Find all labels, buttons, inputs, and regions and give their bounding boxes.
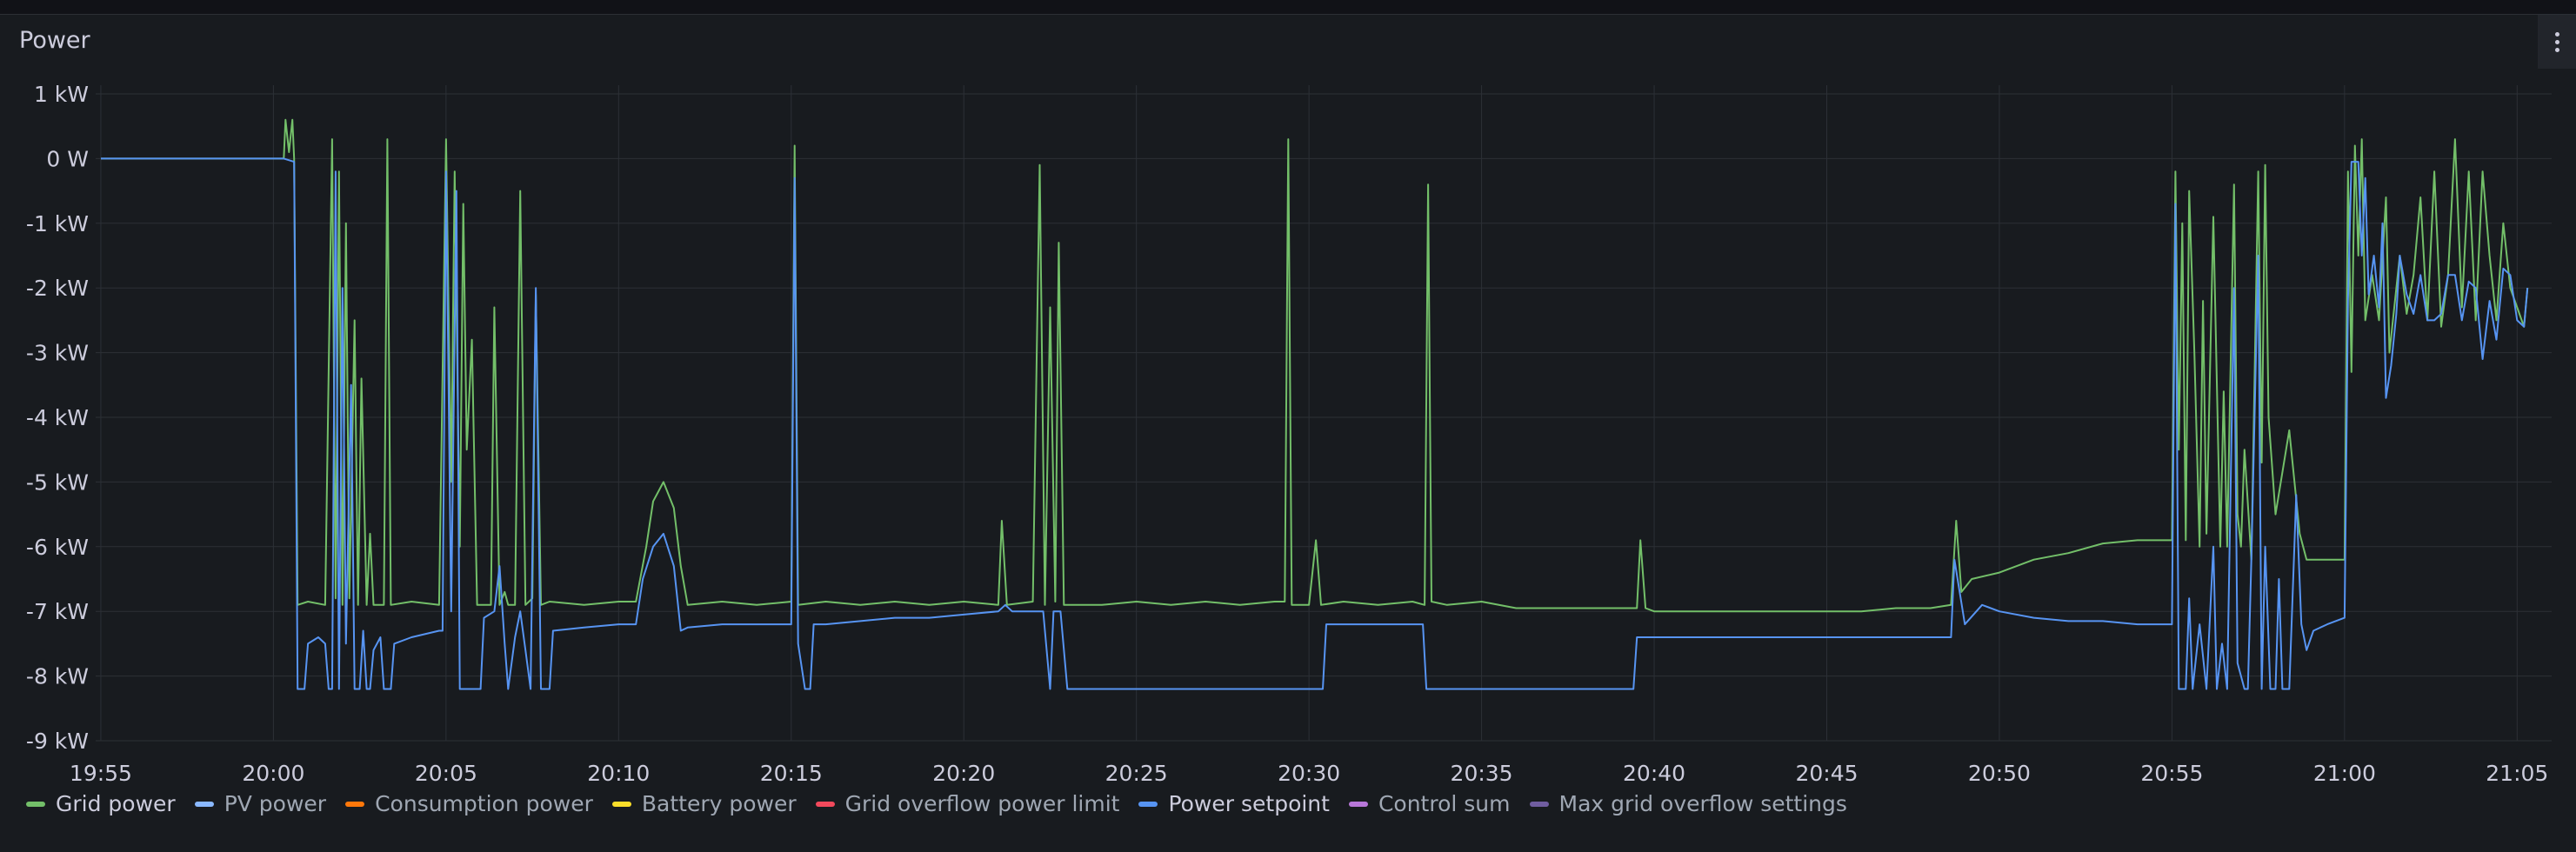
legend-swatch — [1529, 801, 1549, 807]
x-tick-label: 20:45 — [1795, 761, 1858, 786]
legend-item[interactable]: Consumption power — [345, 791, 593, 816]
x-tick-label: 21:00 — [2313, 761, 2376, 786]
y-tick-label: -6 kW — [26, 535, 89, 560]
series-line — [101, 157, 2529, 690]
x-tick-label: 20:35 — [1451, 761, 1513, 786]
legend-label: Grid overflow power limit — [844, 791, 1120, 816]
x-axis: 19:55 20:00 20:05 20:10 20:15 20:20 20:25 20:30… — [70, 761, 2548, 786]
y-tick-label: -2 kW — [26, 276, 89, 301]
x-tick-label: 20:55 — [2140, 761, 2203, 786]
legend-swatch — [194, 801, 214, 807]
legend-item[interactable]: Grid overflow power limit — [815, 791, 1120, 816]
legend-item[interactable]: Power setpoint — [1138, 791, 1330, 816]
legend-swatch — [26, 801, 45, 807]
x-tick-label: 20:10 — [587, 761, 650, 786]
x-tick-label: 20:00 — [242, 761, 304, 786]
panel-menu-button[interactable] — [2538, 15, 2576, 69]
x-tick-label: 20:05 — [415, 761, 477, 786]
legend-label: PV power — [224, 791, 327, 816]
legend-label: Control sum — [1378, 791, 1511, 816]
series-line — [101, 118, 2529, 613]
legend-item[interactable]: Grid power — [26, 791, 176, 816]
x-tick-label: 20:20 — [932, 761, 995, 786]
y-tick-label: 1 kW — [34, 82, 89, 107]
panel-title: Power — [19, 27, 90, 54]
more-vertical-icon — [2554, 31, 2559, 52]
legend-label: Battery power — [641, 791, 797, 816]
legend-swatch — [1348, 801, 1368, 807]
y-tick-label: -9 kW — [26, 729, 89, 754]
x-tick-label: 20:30 — [1278, 761, 1340, 786]
x-tick-label: 20:50 — [1968, 761, 2031, 786]
x-tick-label: 20:25 — [1105, 761, 1168, 786]
legend-item[interactable]: Max grid overflow settings — [1529, 791, 1847, 816]
legend-swatch — [815, 801, 835, 807]
legend-label: Power setpoint — [1168, 791, 1330, 816]
legend-item[interactable]: PV power — [194, 791, 327, 816]
x-tick-label: 21:05 — [2486, 761, 2548, 786]
legend-label: Grid power — [56, 791, 176, 816]
y-axis: 1 kW 0 W -1 kW -2 kW -3 kW -4 kW -5 kW -6 kW -7 … — [26, 82, 89, 754]
x-tick-label: 19:55 — [70, 761, 132, 786]
legend-item[interactable]: Battery power — [611, 791, 797, 816]
legend-swatch — [1138, 801, 1158, 807]
legend-label: Consumption power — [375, 791, 593, 816]
legend-label: Max grid overflow settings — [1558, 791, 1847, 816]
y-tick-label: -1 kW — [26, 211, 89, 236]
legend-swatch — [611, 801, 631, 807]
y-tick-label: -5 kW — [26, 469, 89, 495]
legend-swatch — [345, 801, 365, 807]
chart-legend: Grid power PV power Consumption power Batte… — [26, 791, 1847, 816]
chart-grid — [96, 85, 2552, 742]
y-tick-label: -3 kW — [26, 341, 89, 366]
chart-series — [101, 118, 2529, 690]
y-tick-label: 0 W — [46, 146, 89, 171]
x-tick-label: 20:40 — [1623, 761, 1685, 786]
y-tick-label: -8 kW — [26, 664, 89, 689]
y-tick-label: -7 kW — [26, 599, 89, 624]
x-tick-label: 20:15 — [760, 761, 823, 786]
legend-item[interactable]: Control sum — [1348, 791, 1511, 816]
y-tick-label: -4 kW — [26, 405, 89, 430]
